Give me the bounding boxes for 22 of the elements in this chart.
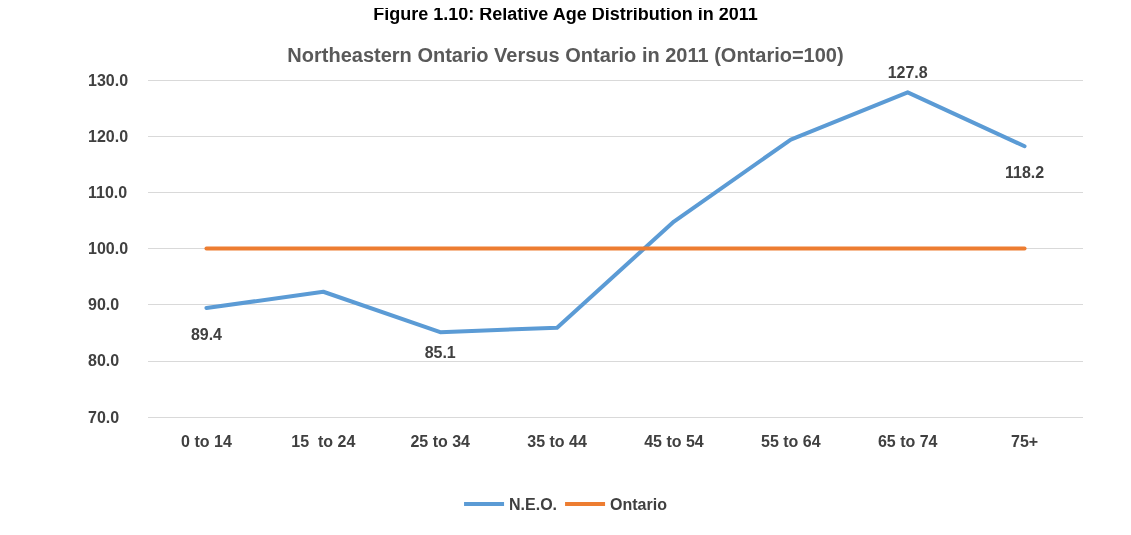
x-tick-label: 0 to 14: [181, 432, 232, 450]
x-tick-label: 55 to 64: [761, 432, 821, 450]
data-label: 118.2: [1004, 163, 1045, 181]
data-label: 89.4: [190, 325, 223, 343]
data-label: 85.1: [424, 343, 456, 361]
x-tick-label: 35 to 44: [527, 432, 587, 450]
x-tick-label: 25 to 34: [410, 432, 471, 450]
x-tick-label: 45 to 54: [644, 432, 704, 450]
y-tick-label: 80.0: [88, 352, 120, 370]
y-tick-label: 130.0: [88, 71, 129, 89]
y-tick-label: 110.0: [88, 183, 128, 201]
data-label: 127.8: [887, 63, 928, 81]
x-tick-label: 75+: [1010, 432, 1039, 450]
legend-label: Ontario: [610, 495, 668, 513]
y-tick-label: 90.0: [88, 296, 120, 314]
x-tick-label: 15 to 24: [291, 432, 356, 450]
y-tick-label: 70.0: [88, 408, 120, 426]
legend-label: N.E.O.: [509, 495, 558, 513]
y-tick-label: 100.0: [88, 240, 129, 257]
y-tick-label: 120.0: [88, 127, 129, 145]
chart-subtitle: Northeastern Ontario Versus Ontario in 2011 (Ontario=100): [287, 44, 844, 66]
x-tick-label: 65 to 74: [877, 432, 938, 450]
